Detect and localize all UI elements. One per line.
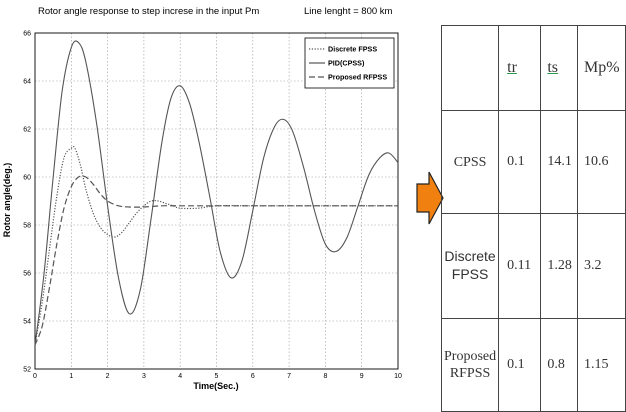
x-tick-label: 10 xyxy=(394,373,402,380)
x-tick-label: 3 xyxy=(142,373,146,380)
table-header-ts: ts xyxy=(540,25,578,111)
legend-label: Discrete FPSS xyxy=(328,45,377,54)
table-row: Discrete FPSS 0.11 1.28 3.2 xyxy=(440,213,626,319)
table-row: CPSS 0.1 14.1 10.6 xyxy=(440,110,626,214)
plot-frame xyxy=(34,32,399,370)
x-axis-label: Time(Sec.) xyxy=(193,381,238,391)
y-tick-label: 64 xyxy=(23,79,31,86)
legend-label: PID(CPSS) xyxy=(328,59,365,68)
x-tick-label: 4 xyxy=(178,373,182,380)
table-header-blank xyxy=(440,25,500,111)
cell-ts: 1.28 xyxy=(540,213,578,319)
results-table: tr ts Mp% CPSS 0.1 14.1 10.6 Discrete FP… xyxy=(440,25,626,412)
table-header-tr: tr xyxy=(498,25,542,111)
cell-tr: 0.1 xyxy=(498,110,542,214)
y-tick-label: 58 xyxy=(23,223,31,230)
cell-mp: 10.6 xyxy=(576,110,626,214)
x-tick-label: 7 xyxy=(287,373,291,380)
y-tick-label: 56 xyxy=(23,271,31,278)
cell-mp: 3.2 xyxy=(576,213,626,319)
y-tick-label: 62 xyxy=(23,127,31,134)
y-tick-label: 66 xyxy=(23,31,31,38)
x-tick-label: 0 xyxy=(33,373,37,380)
cell-tr: 0.1 xyxy=(498,318,542,412)
x-tick-label: 6 xyxy=(251,373,255,380)
table-header-row: tr ts Mp% xyxy=(440,25,626,111)
x-tick-label: 1 xyxy=(69,373,73,380)
legend-label: Proposed RFPSS xyxy=(328,73,387,82)
x-tick-label: 5 xyxy=(215,373,219,380)
cell-ts: 14.1 xyxy=(540,110,578,214)
rotor-angle-chart: Rotor angle response to step increse in … xyxy=(2,6,402,391)
x-tick-label: 2 xyxy=(106,373,110,380)
y-tick-label: 52 xyxy=(23,367,31,374)
chart-svg: Rotor angle response to step increse in … xyxy=(2,6,402,391)
table-row: Proposed RFPSS 0.1 0.8 1.15 xyxy=(440,318,626,412)
chart-note: Line lenght = 800 km xyxy=(304,6,393,17)
x-tick-label: 9 xyxy=(360,373,364,380)
row-label-discrete-fpss: Discrete FPSS xyxy=(440,213,500,319)
legend: Discrete FPSS PID(CPSS) Proposed RFPSS xyxy=(304,37,395,89)
grid xyxy=(35,33,398,369)
chart-title: Rotor angle response to step increse in … xyxy=(38,6,259,17)
y-axis-label: Rotor angle(deg.) xyxy=(2,163,12,238)
series-lines xyxy=(34,40,399,346)
cell-tr: 0.11 xyxy=(498,213,542,319)
x-tick-label: 8 xyxy=(323,373,327,380)
y-tick-label: 54 xyxy=(23,319,31,326)
series-line-0 xyxy=(34,145,398,346)
cell-ts: 0.8 xyxy=(540,318,578,412)
cell-mp: 1.15 xyxy=(576,318,626,412)
row-label-proposed-rfpss: Proposed RFPSS xyxy=(440,318,500,412)
series-line-1 xyxy=(34,40,399,346)
arrow-right-icon xyxy=(416,171,444,225)
y-tick-label: 60 xyxy=(23,175,31,182)
table-header-mp: Mp% xyxy=(576,25,626,111)
row-label-cpss: CPSS xyxy=(440,110,500,214)
series-line-2 xyxy=(34,175,398,346)
